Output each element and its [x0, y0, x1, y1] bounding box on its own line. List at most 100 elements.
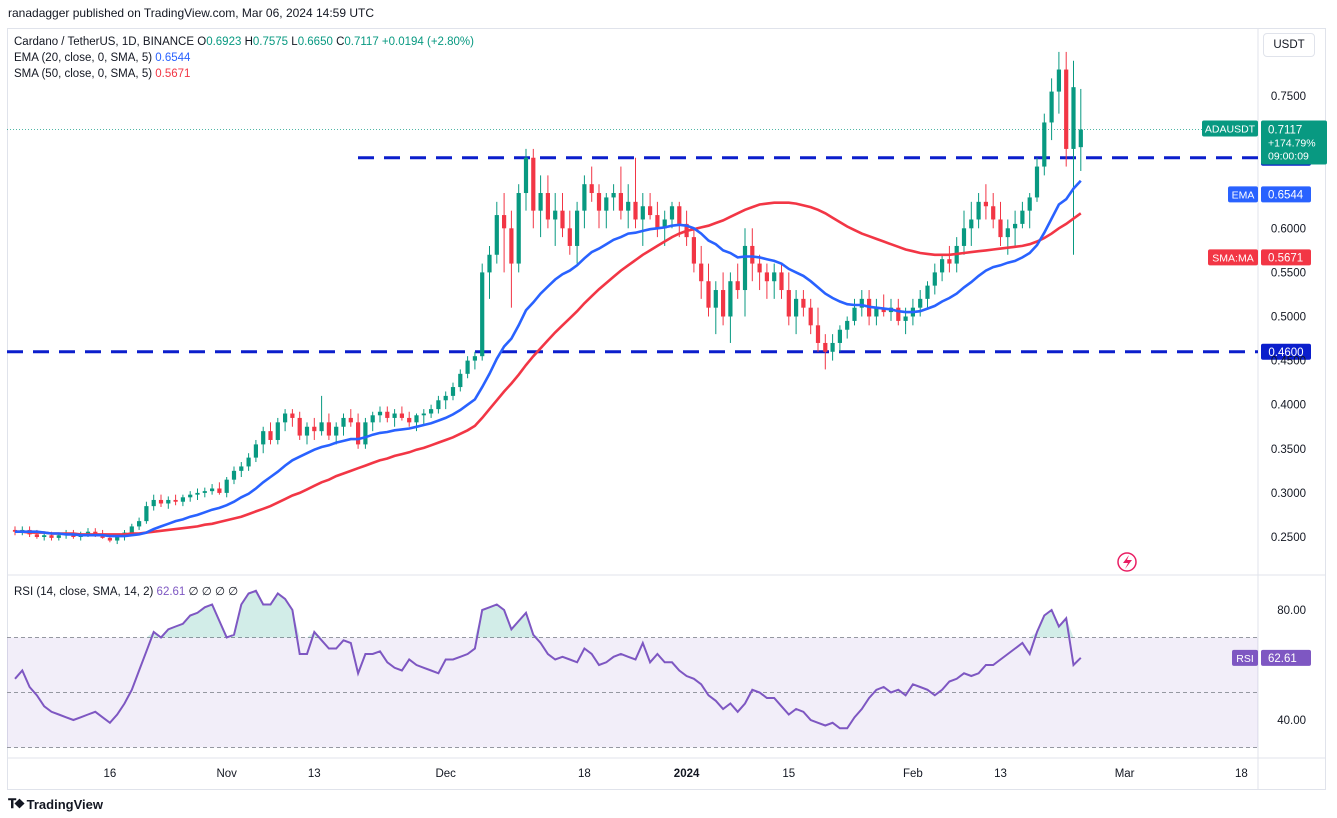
- candle-body: [275, 422, 280, 440]
- ohlc-high: 0.7575: [252, 36, 289, 48]
- ema-legend-row[interactable]: EMA (20, close, 0, SMA, 5) 0.6544: [14, 50, 474, 66]
- chart-frame: [7, 28, 1326, 790]
- lightning-icon: [1117, 552, 1137, 572]
- rsi-legend-value: 62.61: [156, 586, 186, 598]
- candle-body: [334, 426, 339, 436]
- candle-body: [794, 298, 799, 317]
- rsi-overbought-fill: [161, 604, 227, 638]
- candle-body: [735, 281, 740, 291]
- last-price-change: +174.79%: [1268, 138, 1316, 150]
- candle-body: [115, 537, 120, 541]
- rsi-legend[interactable]: RSI (14, close, SMA, 14, 2) 62.61 ∅ ∅ ∅ …: [14, 584, 238, 598]
- candle-body: [596, 193, 602, 211]
- candle-body: [531, 157, 536, 211]
- candle-body: [983, 201, 988, 207]
- candle-body: [268, 431, 273, 440]
- candle-body: [582, 184, 587, 211]
- candle-body: [421, 413, 426, 416]
- candle-body: [991, 206, 996, 220]
- candle-body: [49, 535, 54, 538]
- candle-body: [326, 422, 331, 436]
- candle-body: [100, 535, 105, 538]
- candle-body: [640, 206, 645, 220]
- candle-body: [560, 210, 565, 229]
- candle-body: [210, 488, 215, 492]
- candle-body: [669, 206, 675, 220]
- price-tick-label: 0.4500: [1271, 356, 1306, 368]
- price-tick-label: 0.7500: [1271, 91, 1306, 103]
- candle-body: [414, 415, 419, 423]
- rsi-tick-label: 40.00: [1277, 715, 1306, 727]
- candle-body: [772, 272, 777, 282]
- candle-body: [180, 497, 185, 502]
- candle-body: [12, 529, 18, 532]
- candle-body: [348, 417, 353, 423]
- rsi-tick-label: 80.00: [1277, 605, 1306, 617]
- rsi-value-label: 62.61: [1268, 653, 1297, 665]
- candle-body: [1056, 69, 1061, 92]
- candle-body: [443, 395, 448, 401]
- price-change: +0.0194 (+2.80%): [381, 36, 474, 48]
- chart-legend: Cardano / TetherUS, 1D, BINANCE O0.6923 …: [14, 34, 474, 82]
- sma-legend-row[interactable]: SMA (50, close, 0, SMA, 5) 0.5671: [14, 66, 474, 82]
- ema-name-tag: [1228, 186, 1258, 203]
- candle-body: [261, 431, 266, 445]
- candle-body: [553, 210, 558, 220]
- candle-body: [757, 263, 762, 273]
- candle-body: [976, 201, 981, 220]
- sma-value-tag: [1261, 249, 1311, 266]
- candle-body: [648, 206, 653, 216]
- candle-body: [407, 417, 412, 423]
- candle-body: [523, 157, 529, 194]
- candle-body: [137, 521, 142, 527]
- candle-body: [290, 413, 295, 418]
- candle-body: [1020, 210, 1025, 224]
- candle-body: [516, 193, 521, 264]
- rsi-overbought-fill: [226, 590, 300, 638]
- candle-body: [1013, 223, 1018, 229]
- candle-body: [801, 298, 806, 308]
- candle-body: [830, 342, 835, 352]
- symbol-title[interactable]: Cardano / TetherUS, 1D, BINANCE: [14, 36, 195, 48]
- candle-body: [786, 290, 791, 317]
- candle-body: [56, 535, 61, 538]
- candle-body: [399, 413, 404, 418]
- rsi-name-tag-label: RSI: [1236, 653, 1254, 665]
- candle-body: [589, 184, 594, 194]
- price-tick-label: 0.5000: [1271, 312, 1306, 324]
- candle-body: [1064, 69, 1069, 149]
- candle-body: [750, 245, 755, 264]
- candle-body: [706, 281, 711, 308]
- candle-body: [385, 411, 390, 418]
- candle-body: [129, 526, 134, 533]
- ohlc-close: 0.7117: [344, 36, 379, 48]
- candle-body: [480, 272, 485, 357]
- publisher-note: ranadagger published on TradingView.com,…: [8, 6, 375, 20]
- currency-unit-button[interactable]: USDT: [1263, 33, 1315, 57]
- candle-body: [618, 193, 623, 211]
- candle-body: [837, 329, 842, 343]
- ohlc-low-label: L: [291, 36, 298, 48]
- candle-body: [509, 228, 514, 264]
- candle-body: [356, 422, 361, 445]
- rsi-overbought-fill: [1029, 610, 1074, 638]
- candle-body: [1071, 87, 1076, 149]
- time-tick-label: 13: [994, 768, 1007, 780]
- tradingview-logo[interactable]: 𝐓◆ TradingView: [8, 796, 103, 812]
- symbol-name-tag: [1202, 120, 1258, 137]
- ohlc-close-label: C: [336, 36, 345, 48]
- candle-body: [626, 201, 631, 211]
- candle-body: [662, 219, 667, 229]
- candle-body: [721, 290, 726, 317]
- time-tick-label: 18: [1235, 768, 1248, 780]
- time-tick-label: 2024: [674, 768, 700, 780]
- ohlc-open: 0.6923: [206, 36, 242, 48]
- candle-body: [85, 531, 91, 535]
- candle-body: [1005, 228, 1010, 238]
- ohlc-high-label: H: [244, 36, 253, 48]
- candle-body: [494, 215, 499, 255]
- candle-body: [713, 290, 718, 308]
- candle-body: [239, 466, 244, 471]
- candle-body: [874, 307, 879, 317]
